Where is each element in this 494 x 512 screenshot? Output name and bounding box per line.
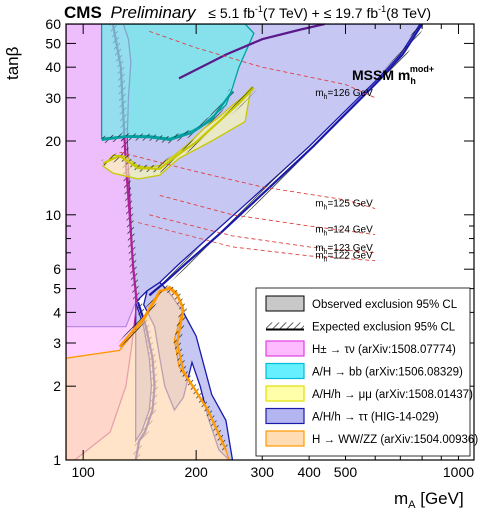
scenario-main: MSSM m [352, 67, 410, 83]
x-tick-label: 400 [297, 464, 321, 480]
legend-label: A/H/h → ττ (HIG-14-029) [312, 412, 439, 424]
y-tick-label: 60 [45, 16, 61, 32]
y-tick-label: 2 [53, 378, 61, 394]
legend-swatch-observed [265, 295, 305, 312]
y-tick-label: 6 [53, 261, 61, 277]
scenario-sub: h [410, 76, 416, 86]
lumi-7tev: ≤ 5.1 fb [208, 5, 255, 21]
x-tick-label: 300 [251, 464, 275, 480]
legend-swatch-expected-hatch [266, 322, 304, 329]
x-axis-title-unit: [GeV] [416, 489, 464, 508]
y-tick-label: 50 [45, 35, 61, 51]
x-axis-title-main: m [394, 489, 408, 508]
legend-label: Expected exclusion 95% CL [312, 322, 456, 334]
experiment-name: CMS [64, 3, 102, 22]
legend-label: Observed exclusion 95% CL [312, 299, 458, 311]
mh-contour-line [137, 222, 376, 262]
legend-label: H → WW/ZZ (arXiv:1504.00936) [312, 434, 478, 446]
region-bb-expected-line [101, 90, 234, 142]
region-tautau-expected-line [148, 24, 424, 297]
mh-contour-line [159, 194, 376, 236]
legend-swatch [265, 430, 305, 447]
y-tick-label: 3 [53, 335, 61, 351]
x-tick-label: 100 [71, 464, 95, 480]
header-line: CMS Preliminary ≤ 5.1 fb-1(7 TeV) + ≤ 19… [64, 3, 431, 22]
legend-label: A/H → bb (arXiv:1506.08329) [312, 367, 463, 379]
lumi-7tev-energy: (7 TeV) + ≤ 19.7 fb [263, 5, 378, 21]
legend-swatch [265, 407, 305, 425]
legend-label: A/H/h → μμ (arXiv:1508.01437) [312, 389, 473, 401]
x-tick-label: 500 [334, 464, 358, 480]
lumi-7tev-exponent: -1 [255, 4, 263, 14]
x-tick-label: 1000 [443, 464, 474, 480]
y-tick-label: 20 [45, 133, 61, 149]
mh-contour-label: mh=126 GeV [315, 88, 373, 101]
mh-contour-label: mh=125 GeV [315, 199, 373, 212]
region-wwzz-expected-line [118, 287, 227, 451]
preliminary-label: Preliminary [111, 3, 198, 22]
scenario-sup: mod+ [410, 64, 434, 74]
y-tick-label: 1 [53, 452, 61, 468]
plot-frame [65, 23, 475, 461]
legend: Observed exclusion 95% CL Expected exclus… [255, 287, 478, 457]
legend-swatch [265, 340, 305, 357]
lumi-8tev-energy: (8 TeV) [386, 5, 431, 21]
mh-contour-label: mh=122 GeV [315, 251, 373, 264]
x-axis-title-sub: A [408, 499, 416, 511]
region-mumu-expected-line [102, 86, 255, 170]
legend-swatch [265, 362, 305, 380]
x-axis-title: mA [GeV] [394, 489, 464, 511]
lumi-8tev-exponent: -1 [378, 4, 386, 14]
exclusion-regions [66, 24, 426, 460]
legend-swatch [265, 385, 305, 402]
x-tick-label: 200 [184, 464, 208, 480]
y-tick-label: 40 [45, 59, 61, 75]
mh-contour-line [119, 151, 376, 210]
mh-contour-label: mh=124 GeV [315, 225, 373, 238]
mh-contour-lines: mh=126 GeV mh=125 GeV mh=124 GeV mh=123 GeV… [119, 30, 376, 264]
mh-contour-label: mh=123 GeV [315, 243, 373, 256]
legend-label: H± → τν (arXiv:1508.07774) [312, 344, 456, 356]
y-tick-label: 4 [53, 304, 61, 320]
scenario-label: MSSM mh mod+ [352, 64, 434, 86]
y-tick-label: 5 [53, 281, 61, 297]
axes: 100 200 300 400 500 1000 1 2 3 4 5 6 10 20 30 40 50 60 [45, 16, 474, 480]
y-axis-title: tanβ [3, 46, 22, 80]
y-tick-label: 30 [45, 90, 61, 106]
mh-contour-line [149, 214, 376, 254]
y-tick-label: 10 [45, 207, 61, 223]
